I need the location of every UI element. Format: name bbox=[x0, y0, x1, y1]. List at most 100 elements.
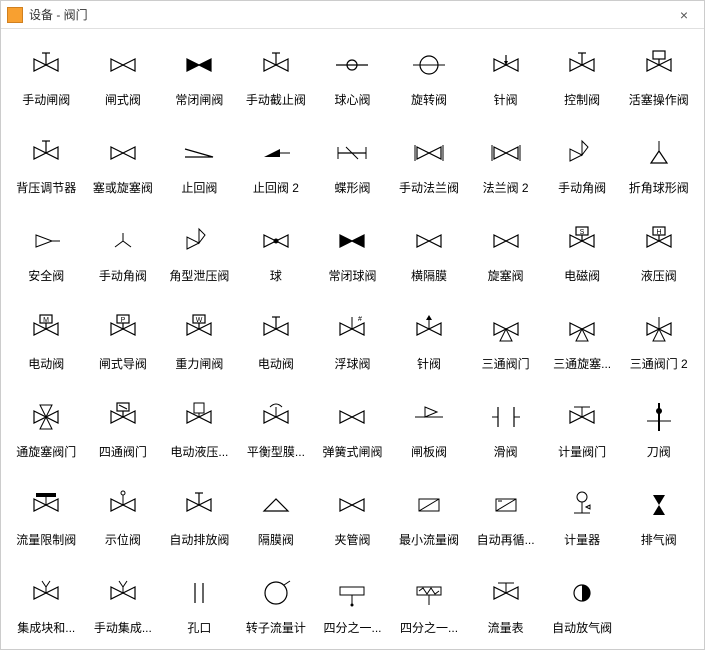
symbol-label: 夹管阀 bbox=[334, 531, 370, 548]
symbol-item[interactable]: 隔膜阀 bbox=[239, 481, 314, 565]
symbol-item[interactable]: 自动排放阀 bbox=[162, 481, 237, 565]
rect-t-icon bbox=[322, 569, 382, 617]
symbol-item[interactable]: 滑阀 bbox=[468, 393, 543, 477]
symbol-item[interactable]: 旋塞阀 bbox=[468, 217, 543, 301]
symbol-item[interactable]: 流量表 bbox=[468, 569, 543, 653]
symbol-item[interactable]: 蝶形阀 bbox=[315, 129, 390, 213]
bowtie-icon bbox=[93, 129, 153, 177]
symbol-item[interactable]: 夹管阀 bbox=[315, 481, 390, 565]
symbol-item[interactable]: 手动法兰阀 bbox=[392, 129, 467, 213]
svg-text:H: H bbox=[656, 229, 661, 236]
symbol-item[interactable]: 手动集成... bbox=[86, 569, 161, 653]
symbol-label: 集成块和... bbox=[17, 619, 75, 636]
symbol-item[interactable]: 法兰阀 2 bbox=[468, 129, 543, 213]
symbol-item[interactable]: 计量阀门 bbox=[545, 393, 620, 477]
bowtie-v-icon bbox=[16, 569, 76, 617]
symbol-item[interactable]: 电动阀 bbox=[239, 305, 314, 389]
symbol-item[interactable]: 背压调节器 bbox=[9, 129, 84, 213]
bowtie-box-p-icon: P bbox=[93, 305, 153, 353]
symbol-item[interactable]: 横隔膜 bbox=[392, 217, 467, 301]
symbol-label: 电动阀 bbox=[258, 355, 294, 372]
symbol-item[interactable]: 塞或旋塞阀 bbox=[86, 129, 161, 213]
symbol-item[interactable]: W重力闸阀 bbox=[162, 305, 237, 389]
bowtie-v-icon bbox=[93, 569, 153, 617]
bowtie-icon bbox=[399, 217, 459, 265]
symbol-item[interactable]: 平衡型膜... bbox=[239, 393, 314, 477]
symbol-item[interactable]: 止回阀 bbox=[162, 129, 237, 213]
symbol-item[interactable]: 安全阀 bbox=[9, 217, 84, 301]
symbol-item[interactable]: 四分之一... bbox=[315, 569, 390, 653]
symbol-item[interactable]: M电动阀 bbox=[9, 305, 84, 389]
symbol-item[interactable]: 针阀 bbox=[392, 305, 467, 389]
symbol-item[interactable]: 通旋塞阀门 bbox=[9, 393, 84, 477]
symbol-item[interactable]: 手动截止阀 bbox=[239, 41, 314, 125]
svg-text:W: W bbox=[196, 317, 203, 324]
symbol-item[interactable]: 闸板阀 bbox=[392, 393, 467, 477]
symbol-item[interactable]: 球 bbox=[239, 217, 314, 301]
symbol-label: 滑阀 bbox=[494, 443, 518, 460]
symbol-label: 计量阀门 bbox=[558, 443, 606, 460]
symbol-item[interactable]: 最小流量阀 bbox=[392, 481, 467, 565]
symbol-item[interactable]: 止回阀 2 bbox=[239, 129, 314, 213]
symbol-item[interactable]: 手动闸阀 bbox=[9, 41, 84, 125]
symbol-label: 手动截止阀 bbox=[246, 91, 306, 108]
angle-tri-icon bbox=[629, 129, 689, 177]
bowtie-arrow-icon bbox=[399, 305, 459, 353]
symbol-item[interactable]: 三通阀门 2 bbox=[621, 305, 696, 389]
bowtie-cap-icon bbox=[246, 393, 306, 441]
symbol-label: 液压阀 bbox=[641, 267, 677, 284]
symbol-item[interactable]: P闸式导阀 bbox=[86, 305, 161, 389]
symbol-label: 三通阀门 2 bbox=[630, 355, 688, 372]
symbol-label: 闸板阀 bbox=[411, 443, 447, 460]
symbol-item[interactable]: 控制阀 bbox=[545, 41, 620, 125]
symbol-item[interactable]: 三通旋塞... bbox=[545, 305, 620, 389]
symbol-item[interactable]: 自动放气阀 bbox=[545, 569, 620, 653]
svg-text:S: S bbox=[580, 229, 585, 236]
symbol-item[interactable]: 四通阀门 bbox=[86, 393, 161, 477]
symbol-item[interactable]: 旋转阀 bbox=[392, 41, 467, 125]
symbol-label: 计量器 bbox=[564, 531, 600, 548]
symbol-item[interactable]: #浮球阀 bbox=[315, 305, 390, 389]
svg-text:#: # bbox=[358, 316, 362, 323]
app-icon bbox=[7, 7, 23, 23]
symbol-item[interactable]: 角型泄压阀 bbox=[162, 217, 237, 301]
symbol-label: 刀阀 bbox=[647, 443, 671, 460]
symbol-item[interactable]: H 液压阀 bbox=[621, 217, 696, 301]
symbol-item[interactable]: 示位阀 bbox=[86, 481, 161, 565]
angle-valve-icon bbox=[552, 129, 612, 177]
symbol-item[interactable]: S电磁阀 bbox=[545, 217, 620, 301]
symbol-item[interactable]: 排气阀 bbox=[621, 481, 696, 565]
symbol-item[interactable]: 三通阀门 bbox=[468, 305, 543, 389]
symbol-label: 最小流量阀 bbox=[399, 531, 459, 548]
symbol-item[interactable]: 闸式阀 bbox=[86, 41, 161, 125]
symbol-item[interactable]: 常闭球阀 bbox=[315, 217, 390, 301]
box-diag-icon bbox=[399, 481, 459, 529]
symbol-item[interactable]: 手动角阀 bbox=[86, 217, 161, 301]
symbol-item[interactable]: 刀阀 bbox=[621, 393, 696, 477]
symbol-item[interactable]: 手动角阀 bbox=[545, 129, 620, 213]
symbol-label: 转子流量计 bbox=[246, 619, 306, 636]
symbol-item[interactable]: 弹簧式闸阀 bbox=[315, 393, 390, 477]
symbol-item[interactable]: 计量器 bbox=[545, 481, 620, 565]
box-diag2-icon bbox=[476, 481, 536, 529]
symbol-label: 手动角阀 bbox=[558, 179, 606, 196]
symbol-item[interactable]: 活塞操作阀 bbox=[621, 41, 696, 125]
symbol-item[interactable]: 四分之一... bbox=[392, 569, 467, 653]
symbol-label: 四分之一... bbox=[323, 619, 381, 636]
three-way-icon bbox=[476, 305, 536, 353]
symbol-item[interactable]: 球心阀 bbox=[315, 41, 390, 125]
symbol-item[interactable]: 电动液压... bbox=[162, 393, 237, 477]
close-button[interactable]: × bbox=[670, 7, 698, 23]
symbol-item[interactable]: 流量限制阀 bbox=[9, 481, 84, 565]
symbol-label: 法兰阀 2 bbox=[483, 179, 529, 196]
symbol-item[interactable]: 针阀 bbox=[468, 41, 543, 125]
symbol-item[interactable]: 折角球形阀 bbox=[621, 129, 696, 213]
window-title: 设备 - 阀门 bbox=[29, 6, 670, 23]
symbol-item[interactable]: 集成块和... bbox=[9, 569, 84, 653]
symbol-label: 平衡型膜... bbox=[247, 443, 305, 460]
symbol-item[interactable]: 转子流量计 bbox=[239, 569, 314, 653]
symbol-item[interactable]: 自动再循... bbox=[468, 481, 543, 565]
symbol-item[interactable]: 孔口 bbox=[162, 569, 237, 653]
symbol-item[interactable]: 常闭闸阀 bbox=[162, 41, 237, 125]
diaphragm-icon bbox=[246, 481, 306, 529]
